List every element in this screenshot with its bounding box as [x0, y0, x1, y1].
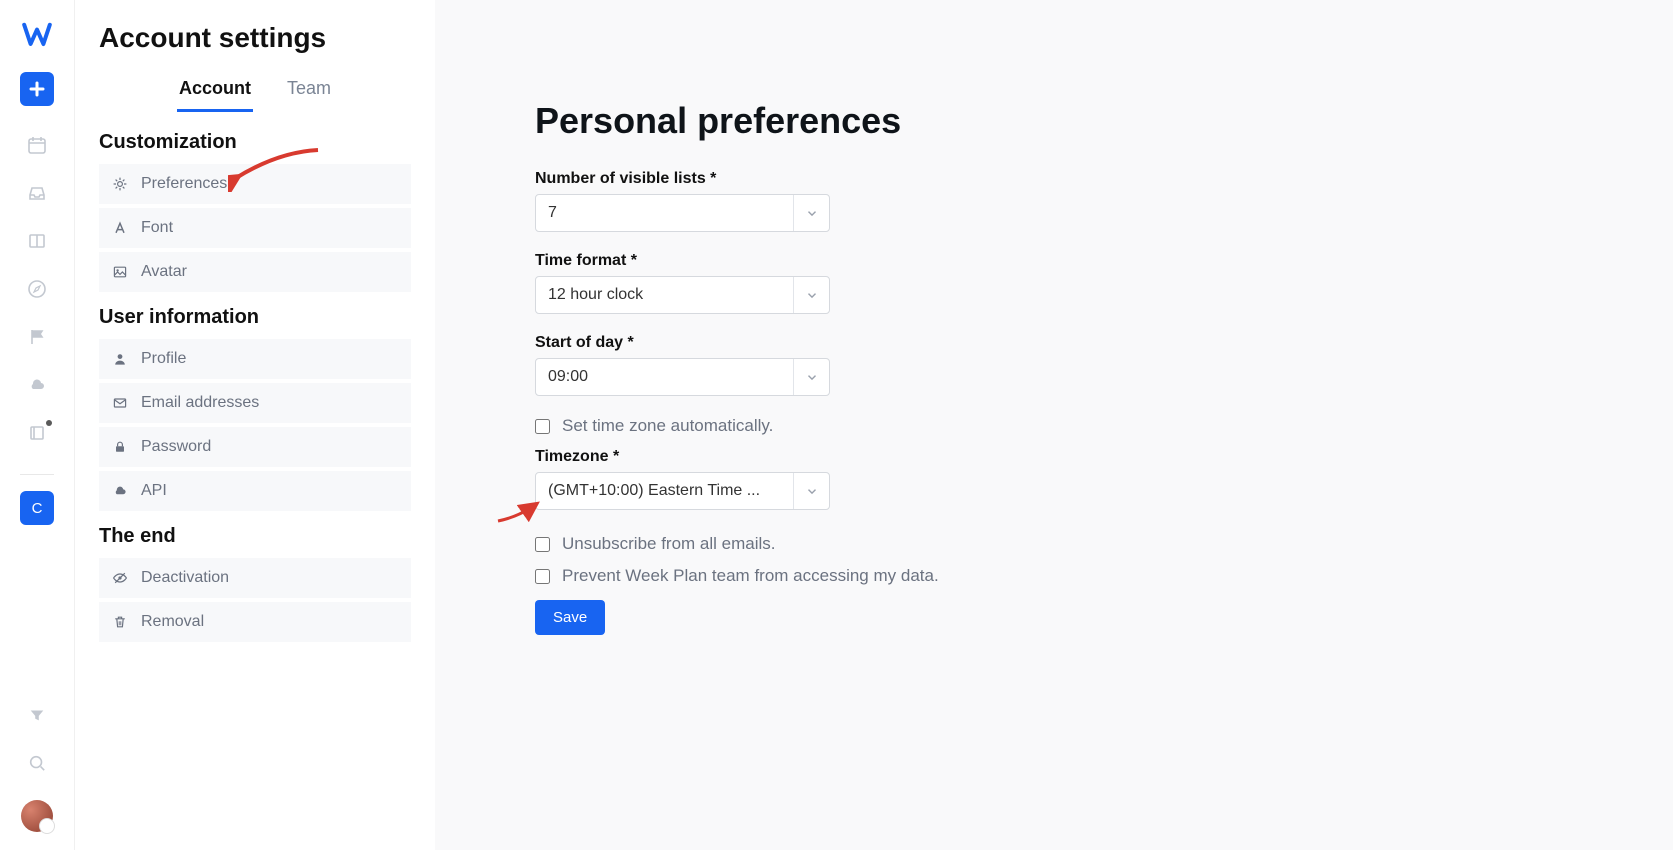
menu-label: Preferences — [141, 175, 227, 193]
workspace-letter: C — [32, 500, 43, 517]
inbox-icon[interactable] — [26, 182, 48, 204]
page-title: Account settings — [99, 22, 411, 54]
notebook-icon[interactable] — [26, 422, 48, 444]
user-icon — [111, 350, 129, 368]
menu-removal[interactable]: Removal — [99, 602, 411, 642]
cloud-icon[interactable] — [26, 374, 48, 396]
field-timezone: Timezone * (GMT+10:00) Eastern Time ... — [535, 448, 1355, 510]
checkbox-label: Set time zone automatically. — [562, 416, 773, 436]
checkbox-unsubscribe-input[interactable] — [535, 537, 550, 552]
checkbox-auto-tz-input[interactable] — [535, 419, 550, 434]
eye-slash-icon — [111, 569, 129, 587]
checkbox-prevent: Prevent Week Plan team from accessing my… — [535, 566, 1355, 586]
menu-label: Removal — [141, 613, 204, 631]
select-time-format[interactable]: 12 hour clock — [535, 276, 830, 314]
calendar-icon[interactable] — [26, 134, 48, 156]
checkbox-auto-tz: Set time zone automatically. — [535, 416, 1355, 436]
menu-label: Email addresses — [141, 394, 259, 412]
tabs: Account Team — [99, 72, 411, 113]
select-start-of-day[interactable]: 09:00 — [535, 358, 830, 396]
menu-label: Avatar — [141, 263, 187, 281]
menu-api[interactable]: API — [99, 471, 411, 511]
select-value: 09:00 — [536, 368, 793, 386]
menu-profile[interactable]: Profile — [99, 339, 411, 379]
trash-icon — [111, 613, 129, 631]
checkbox-prevent-input[interactable] — [535, 569, 550, 584]
cloud-icon — [111, 482, 129, 500]
field-label: Timezone * — [535, 448, 1355, 466]
image-icon — [111, 263, 129, 281]
gear-icon — [111, 175, 129, 193]
field-label: Start of day * — [535, 334, 1355, 352]
menu-label: Profile — [141, 350, 186, 368]
menu-label: API — [141, 482, 167, 500]
compass-icon[interactable] — [26, 278, 48, 300]
flag-icon[interactable] — [26, 326, 48, 348]
chevron-down-icon — [793, 277, 829, 313]
avatar[interactable] — [21, 800, 53, 832]
field-time-format: Time format * 12 hour clock — [535, 252, 1355, 314]
left-rail: C — [0, 0, 75, 850]
tab-team[interactable]: Team — [285, 72, 333, 112]
main-heading: Personal preferences — [535, 100, 1355, 142]
select-value: 12 hour clock — [536, 286, 793, 304]
menu-label: Font — [141, 219, 173, 237]
menu-font[interactable]: Font — [99, 208, 411, 248]
checkbox-label: Unsubscribe from all emails. — [562, 534, 776, 554]
logo[interactable] — [19, 18, 55, 54]
select-visible-lists[interactable]: 7 — [535, 194, 830, 232]
envelope-icon — [111, 394, 129, 412]
chevron-down-icon — [793, 473, 829, 509]
menu-label: Deactivation — [141, 569, 229, 587]
section-user-info: User information — [99, 306, 411, 329]
menu-preferences[interactable]: Preferences — [99, 164, 411, 204]
checkbox-label: Prevent Week Plan team from accessing my… — [562, 566, 939, 586]
select-value: (GMT+10:00) Eastern Time ... — [536, 482, 793, 500]
tab-account[interactable]: Account — [177, 72, 253, 112]
menu-avatar[interactable]: Avatar — [99, 252, 411, 292]
chevron-down-icon — [793, 359, 829, 395]
main-panel: Personal preferences Number of visible l… — [435, 0, 1673, 850]
field-visible-lists: Number of visible lists * 7 — [535, 170, 1355, 232]
columns-icon[interactable] — [26, 230, 48, 252]
workspace-badge[interactable]: C — [20, 491, 54, 525]
search-icon[interactable] — [26, 752, 48, 774]
menu-email[interactable]: Email addresses — [99, 383, 411, 423]
font-icon — [111, 219, 129, 237]
menu-password[interactable]: Password — [99, 427, 411, 467]
settings-sidebar: Account settings Account Team Customizat… — [75, 0, 435, 850]
menu-deactivation[interactable]: Deactivation — [99, 558, 411, 598]
field-start-of-day: Start of day * 09:00 — [535, 334, 1355, 396]
checkbox-unsubscribe: Unsubscribe from all emails. — [535, 534, 1355, 554]
select-timezone[interactable]: (GMT+10:00) Eastern Time ... — [535, 472, 830, 510]
select-value: 7 — [536, 204, 793, 222]
section-the-end: The end — [99, 525, 411, 548]
save-button[interactable]: Save — [535, 600, 605, 635]
filter-icon[interactable] — [26, 704, 48, 726]
lock-icon — [111, 438, 129, 456]
field-label: Number of visible lists * — [535, 170, 1355, 188]
field-label: Time format * — [535, 252, 1355, 270]
rail-divider — [20, 474, 54, 475]
section-customization: Customization — [99, 131, 411, 154]
add-button[interactable] — [20, 72, 54, 106]
menu-label: Password — [141, 438, 211, 456]
chevron-down-icon — [793, 195, 829, 231]
